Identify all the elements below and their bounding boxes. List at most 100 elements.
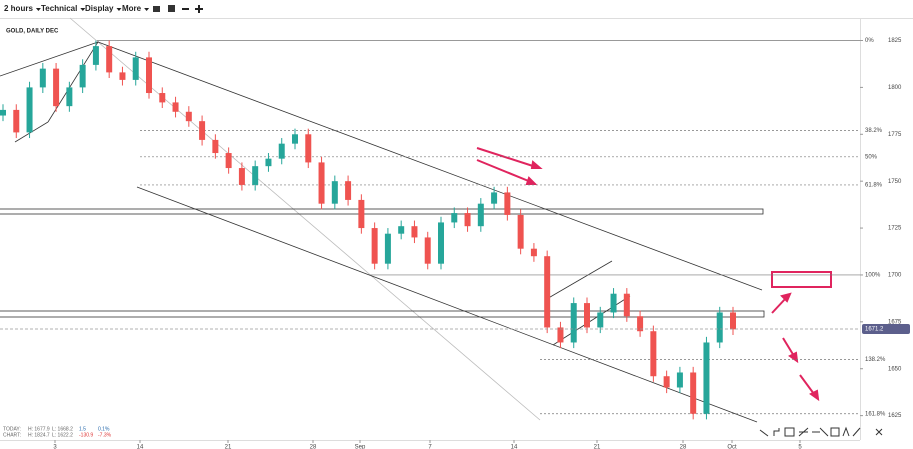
fib-label: 0% bbox=[865, 38, 874, 44]
candle-body bbox=[530, 248, 537, 257]
candle-body bbox=[53, 68, 60, 107]
x-tick-label: 21 bbox=[225, 445, 232, 449]
candle-body bbox=[584, 303, 590, 328]
toolbar-menu[interactable]: Display bbox=[85, 4, 114, 13]
arrow-head bbox=[809, 389, 820, 402]
tool-icon[interactable] bbox=[830, 427, 840, 437]
dropdown-caret bbox=[35, 8, 41, 11]
candle-body bbox=[676, 372, 683, 388]
zoom-in-icon[interactable] bbox=[195, 5, 203, 13]
candle-body bbox=[597, 312, 604, 328]
open-icon[interactable] bbox=[153, 6, 160, 12]
zone-box bbox=[0, 208, 764, 215]
x-tick-label: 21 bbox=[594, 445, 601, 449]
candle-body bbox=[199, 121, 206, 140]
stat: L: 1668.2 bbox=[52, 426, 73, 432]
candle-body bbox=[39, 68, 46, 88]
candle-body bbox=[159, 93, 166, 103]
candle-body bbox=[13, 109, 20, 133]
candle-body bbox=[92, 46, 99, 65]
candle-body bbox=[345, 181, 352, 200]
candle-body bbox=[26, 87, 33, 133]
y-tick-label: 1800 bbox=[888, 85, 902, 91]
tool-icon[interactable] bbox=[798, 427, 809, 437]
toolbar-menu[interactable]: 2 hours bbox=[4, 4, 33, 13]
candle-body bbox=[331, 181, 338, 204]
candle-body bbox=[477, 203, 484, 227]
arrow bbox=[476, 147, 537, 168]
save-icon[interactable] bbox=[168, 5, 175, 12]
tool-icon[interactable] bbox=[852, 427, 861, 437]
channel-upper bbox=[97, 41, 763, 291]
x-tick-label: 7 bbox=[428, 445, 432, 449]
candle-body bbox=[119, 72, 126, 80]
arrow bbox=[799, 374, 815, 395]
fib-label: 61.8% bbox=[865, 183, 883, 189]
candle-body bbox=[79, 64, 86, 88]
toolbar-menu[interactable]: Technical bbox=[41, 4, 77, 13]
stat: CHART: bbox=[3, 432, 21, 438]
candle-body bbox=[212, 139, 219, 154]
candle-body bbox=[730, 312, 736, 330]
x-tick-label: Oct bbox=[727, 445, 737, 449]
fib-label: 138.2% bbox=[865, 357, 886, 363]
candle-body bbox=[172, 102, 179, 112]
trend-line bbox=[552, 295, 631, 346]
candle-body bbox=[411, 226, 418, 238]
y-tick-label: 1725 bbox=[888, 226, 902, 232]
stat: -130.9 bbox=[79, 432, 93, 438]
stat: 1.5 bbox=[79, 426, 86, 432]
tool-icon[interactable] bbox=[773, 428, 780, 436]
candle-body bbox=[265, 158, 272, 167]
candle-body bbox=[690, 372, 697, 414]
trend-line bbox=[544, 260, 613, 301]
tool-icon[interactable] bbox=[842, 426, 850, 437]
candle-body bbox=[517, 214, 524, 249]
candle-body bbox=[384, 233, 391, 264]
candle-body bbox=[451, 213, 458, 223]
y-tick-label: 1775 bbox=[888, 132, 902, 138]
x-tick-label: 14 bbox=[137, 445, 144, 449]
candle-body bbox=[371, 228, 378, 264]
fib-label: 100% bbox=[865, 273, 881, 279]
arrow-head bbox=[530, 160, 543, 169]
candle-body bbox=[66, 87, 73, 107]
close-icon[interactable] bbox=[875, 428, 883, 436]
fib-label: 38.2% bbox=[865, 128, 883, 134]
candle-body bbox=[292, 134, 298, 144]
candle-body bbox=[398, 226, 405, 234]
tool-icon[interactable] bbox=[819, 427, 829, 437]
arrow-head bbox=[788, 351, 799, 364]
stat: TODAY: bbox=[3, 426, 21, 432]
candle-body bbox=[132, 57, 139, 80]
y-tick-label: 1675 bbox=[888, 319, 902, 325]
stat: 0.1% bbox=[98, 426, 110, 432]
tool-icon[interactable] bbox=[759, 429, 769, 437]
fib-label: 161.8% bbox=[865, 411, 886, 417]
toolbar-menu[interactable]: More bbox=[122, 4, 142, 13]
candle-body bbox=[185, 111, 192, 122]
candle-body bbox=[318, 162, 325, 204]
candle-body bbox=[146, 57, 152, 94]
dropdown-caret bbox=[144, 8, 150, 11]
fib-label: 50% bbox=[865, 154, 878, 160]
candle-body bbox=[106, 46, 113, 73]
candle-body bbox=[703, 342, 710, 414]
candle-body bbox=[464, 213, 471, 227]
toolbar: 2 hours Technical Display More bbox=[4, 4, 203, 13]
candle-body bbox=[305, 134, 312, 163]
y-tick-label: 1650 bbox=[888, 366, 902, 372]
candle-body bbox=[623, 293, 630, 317]
candle-body bbox=[438, 222, 444, 264]
x-tick-label: 28 bbox=[680, 445, 687, 449]
dropdown-caret bbox=[80, 8, 86, 11]
last-price-badge bbox=[862, 323, 910, 334]
stat: L: 1622.2 bbox=[52, 432, 73, 438]
arrow-head bbox=[525, 176, 538, 185]
x-tick-label: Sep bbox=[355, 445, 366, 449]
drawing-tools[interactable] bbox=[759, 426, 883, 437]
stat: H: 1824.7 bbox=[28, 432, 50, 438]
tool-icon[interactable] bbox=[784, 427, 795, 437]
